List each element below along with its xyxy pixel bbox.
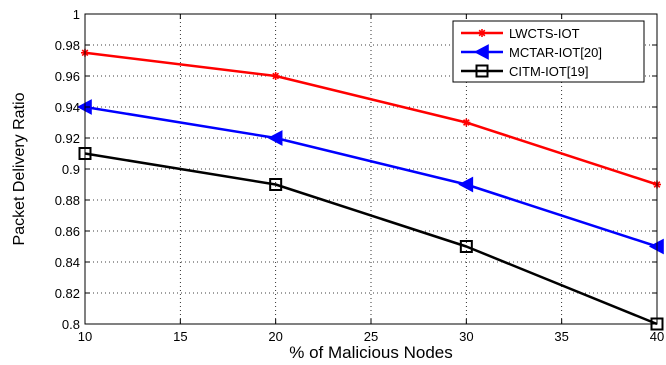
data-point (458, 176, 474, 193)
legend-marker (473, 44, 489, 60)
data-point (269, 178, 283, 191)
y-tick-labels: 0.8 0.82 0.84 0.86 0.88 0.9 0.92 0.94 0.96 0.98 1 (55, 7, 80, 332)
y-tick-label: 0.82 (55, 286, 80, 301)
data-point (462, 118, 471, 127)
x-tick-label: 15 (173, 329, 187, 344)
data-point (271, 72, 280, 80)
x-tick-labels: 10 15 20 25 30 35 40 (78, 329, 664, 344)
y-tick-label: 1 (73, 7, 80, 22)
data-point (459, 240, 473, 253)
y-tick-label: 0.92 (55, 131, 80, 146)
y-tick-label: 0.84 (55, 255, 80, 270)
x-tick-label: 30 (459, 329, 473, 344)
x-tick-label: 25 (364, 329, 378, 344)
y-tick-label: 0.9 (62, 162, 80, 177)
legend-label: CITM-IOT[19] (509, 64, 588, 79)
y-tick-label: 0.94 (55, 100, 80, 115)
data-point (267, 130, 283, 146)
y-tick-label: 0.98 (55, 38, 80, 53)
x-tick-label: 35 (554, 329, 568, 344)
legend-marker (478, 29, 486, 37)
x-tick-label: 40 (650, 329, 664, 344)
legend-marker (475, 64, 489, 78)
y-tick-label: 0.96 (55, 69, 80, 84)
legend-entry: LWCTS-IOT (461, 26, 580, 41)
y-tick-label: 0.8 (62, 317, 80, 332)
y-axis-label: Packet Delivery Ratio (11, 92, 28, 245)
legend-label: MCTAR-IOT[20] (509, 45, 602, 60)
x-axis-label: % of Malicious Nodes (289, 343, 452, 362)
x-tick-label: 10 (78, 329, 92, 344)
legend-entry: MCTAR-IOT[20] (461, 44, 602, 60)
series-line (84, 152, 658, 326)
y-tick-label: 0.86 (55, 224, 80, 239)
legend-entry: CITM-IOT[19] (461, 64, 588, 79)
y-tick-label: 0.88 (55, 193, 80, 208)
series-line (84, 105, 658, 248)
legend-label: LWCTS-IOT (509, 26, 580, 41)
tick-marks (84, 13, 658, 325)
legend: LWCTS-IOT MCTAR-IOT[20] CITM-IOT[19] (452, 20, 645, 83)
series-line (84, 51, 658, 186)
x-tick-label: 20 (268, 329, 282, 344)
